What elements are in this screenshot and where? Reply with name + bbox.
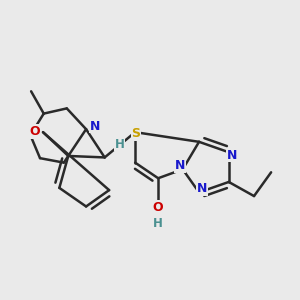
Text: N: N: [197, 182, 207, 195]
Text: N: N: [226, 149, 237, 162]
Text: O: O: [29, 125, 40, 138]
Text: H: H: [115, 138, 124, 151]
Text: O: O: [153, 201, 164, 214]
Text: N: N: [90, 120, 100, 133]
Text: S: S: [131, 127, 140, 140]
Text: H: H: [153, 217, 163, 230]
Text: N: N: [175, 159, 185, 172]
